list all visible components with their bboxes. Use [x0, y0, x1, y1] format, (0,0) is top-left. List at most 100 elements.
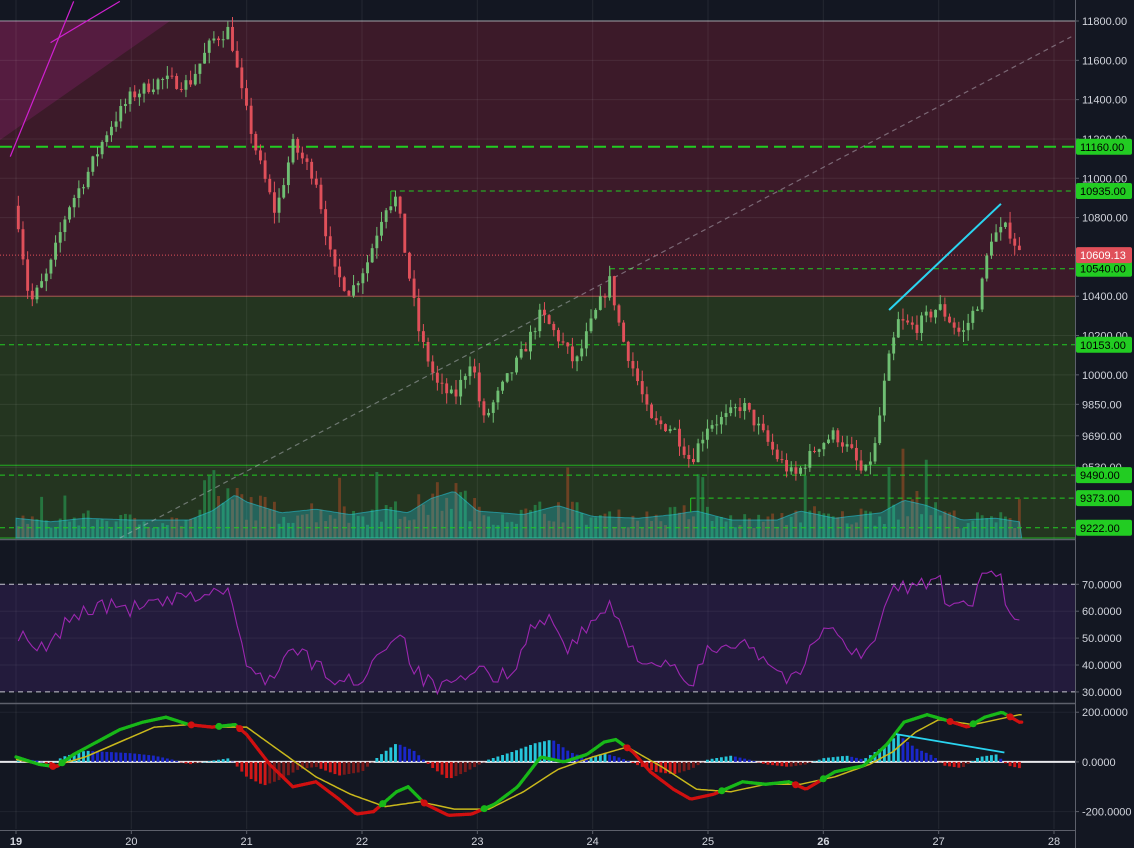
macd-trendline[interactable] — [895, 733, 1005, 754]
candle-body — [543, 309, 546, 316]
volume-bar — [645, 511, 649, 538]
macd-histogram-bar — [570, 752, 574, 762]
candle-body — [366, 262, 369, 274]
candle-body — [207, 40, 211, 53]
trendline-magenta-2[interactable] — [50, 0, 121, 44]
macd-histogram-bar — [245, 761, 248, 777]
volume-bar — [813, 506, 816, 538]
macd-histogram-bar — [934, 757, 938, 762]
candle-body — [245, 88, 248, 106]
macd-histogram-bar — [957, 761, 961, 768]
volume-bar — [491, 524, 495, 538]
candle-body — [1017, 245, 1021, 251]
macd-histogram-bar — [915, 748, 919, 762]
volume-bar — [789, 516, 793, 538]
macd-histogram-bar — [906, 741, 910, 762]
candle-body — [775, 449, 779, 460]
macd-histogram-bar — [156, 756, 160, 762]
macd-histogram-bar — [547, 740, 551, 762]
candle-body — [626, 341, 630, 362]
rsi-tick-label: 40.0000 — [1082, 660, 1122, 672]
macd-signal-line — [15, 713, 1022, 810]
macd-histogram-bar — [943, 761, 947, 766]
candle-body — [957, 327, 961, 332]
macd-histogram-bar — [375, 757, 379, 762]
candle-body — [407, 252, 411, 279]
candle-body — [356, 283, 360, 286]
macd-histogram-bar — [165, 758, 169, 762]
volume-bar — [35, 519, 39, 538]
candle-body — [547, 315, 551, 324]
rsi-tick-label: 50.0000 — [1082, 633, 1122, 645]
candle-body — [892, 337, 896, 354]
volume-bar — [827, 513, 830, 538]
volume-bar — [887, 467, 891, 538]
volume-bar — [189, 518, 193, 538]
candle-body — [277, 197, 281, 213]
candle-body — [822, 443, 826, 450]
macd-histogram-bar — [715, 758, 719, 762]
volume-bar — [296, 515, 300, 538]
volume-bar — [547, 520, 551, 538]
rsi-band-fill — [0, 584, 1075, 692]
volume-bar — [110, 527, 113, 538]
volume-bar — [235, 487, 239, 538]
macd-histogram-bar — [682, 761, 686, 772]
volume-bar — [859, 508, 863, 538]
time-axis[interactable]: 19 20 21 22 23 24 25 26 27 28 — [10, 830, 1060, 848]
price-axis[interactable]: 11800.0011600.0011400.0011200.0011000.00… — [1075, 0, 1134, 848]
macd-histogram-bar — [845, 755, 849, 762]
candle-body — [864, 464, 868, 471]
candle-body — [389, 206, 393, 211]
trendlines[interactable] — [9, 0, 1072, 539]
trendline-magenta-1[interactable] — [9, 1, 75, 157]
volume-bar — [603, 513, 607, 538]
volume-bar — [114, 521, 118, 538]
macd-histogram-bar — [552, 740, 556, 762]
volume-bar — [417, 494, 421, 538]
volume-bar — [701, 477, 705, 538]
macd-histogram-bar — [929, 754, 933, 762]
macd-histogram-bar — [77, 752, 81, 762]
volume-bar — [948, 512, 951, 538]
macd-histogram-bar — [40, 761, 44, 763]
macd-histogram-bar — [561, 747, 565, 762]
volume-bar — [873, 525, 877, 538]
candle-body — [747, 403, 751, 410]
candle-body — [896, 319, 900, 338]
candle-body — [715, 424, 719, 426]
volume-bar — [68, 521, 71, 538]
macd-histogram-bar — [240, 761, 244, 772]
macd-histogram-bar — [566, 750, 570, 762]
volume-bar — [724, 521, 728, 538]
macd-histogram-bar — [296, 761, 300, 770]
volume-bar — [338, 477, 342, 538]
volume-bar — [994, 522, 998, 538]
volume-bar — [566, 467, 570, 538]
candle-body — [999, 226, 1003, 233]
candle-body — [1003, 222, 1007, 227]
volume-bar — [49, 527, 53, 538]
volume-bar — [412, 519, 416, 538]
level-price-tag-bg — [1076, 138, 1132, 155]
volume-bar — [510, 521, 514, 538]
time-tick-label-21: 21 — [241, 836, 253, 848]
macd-histogram-bar — [878, 749, 882, 762]
candle-body — [738, 407, 742, 412]
level-price-tag: 10935.00 — [1080, 186, 1126, 198]
trendline-cyan-0[interactable] — [888, 203, 1002, 311]
macd-histogram-bar — [459, 761, 463, 775]
price-tags: 11160.00 10935.00 10540.00 10153.00 9490.00 9… — [1076, 138, 1132, 536]
volume-bar — [650, 520, 653, 538]
volume-bar — [407, 520, 411, 538]
candle-body — [659, 420, 663, 425]
macd-histogram-bar — [1017, 761, 1021, 769]
candle-body — [473, 366, 477, 373]
candle-body — [850, 444, 854, 448]
candle-body — [156, 79, 160, 90]
volume-bar — [40, 496, 44, 538]
volume-bar — [785, 524, 789, 538]
macd-histogram-bar — [249, 761, 253, 780]
